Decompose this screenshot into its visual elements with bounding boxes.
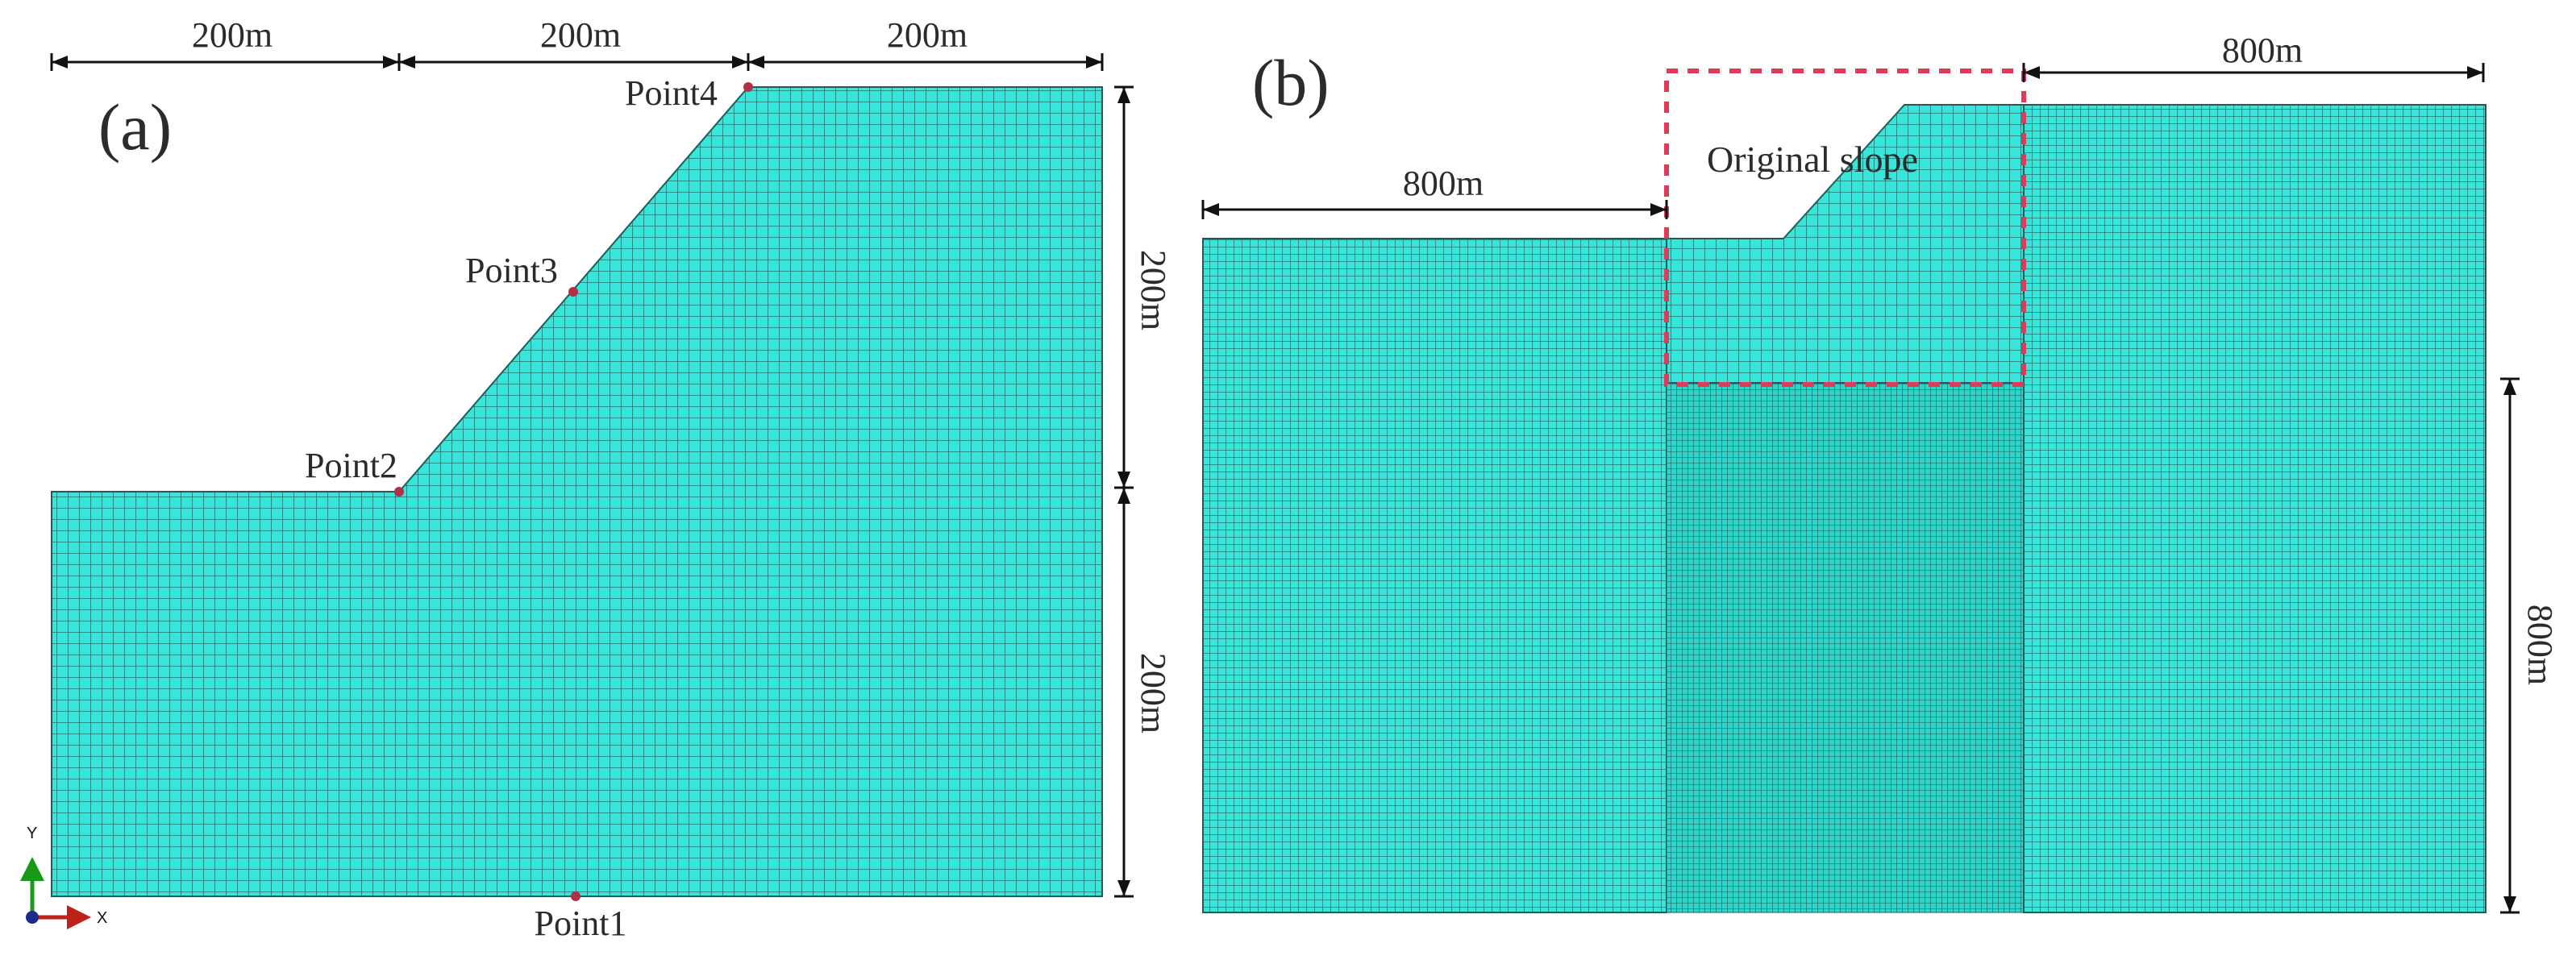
point-label-3: Point3	[465, 251, 558, 290]
slope-mesh-a	[51, 86, 1103, 897]
panel-a: (a) 200m 200m 200m 200m 200m	[20, 15, 1173, 943]
dimension-label-a-top-1: 200m	[192, 15, 273, 55]
extended-mesh-middle	[1666, 382, 2025, 913]
point-marker-2	[394, 487, 404, 497]
panel-b-label: (b)	[1252, 46, 1330, 119]
y-axis-label: Y	[27, 825, 37, 842]
original-slope-highlight-box	[1664, 69, 2026, 387]
x-axis-label: X	[97, 909, 107, 927]
dimension-label-a-top-2: 200m	[540, 15, 621, 55]
left-dimension-b: 800m	[1201, 164, 1668, 219]
dimension-label-a-right-upper: 200m	[1134, 250, 1173, 330]
top-right-dimension-b: 800m	[2022, 31, 2485, 82]
dimension-label-a-top-3: 200m	[887, 15, 968, 55]
point-marker-4	[743, 82, 753, 92]
origin-dot	[26, 911, 39, 924]
point-label-4: Point4	[625, 73, 718, 113]
point-label-1: Point1	[535, 904, 627, 943]
dimension-label-b-right: 800m	[2520, 605, 2560, 685]
right-dimension-a: 200m 200m	[1114, 85, 1173, 898]
top-dimension-a: 200m 200m 200m	[50, 15, 1104, 71]
right-dimension-b: 800m	[2500, 377, 2560, 914]
axis-triad: Y X	[20, 825, 107, 929]
original-slope-label: Original slope	[1707, 139, 1918, 180]
dimension-label-b-left: 800m	[1403, 164, 1484, 203]
dimension-label-b-top-right: 800m	[2222, 31, 2303, 70]
panel-b: (b) Original slope 800m 800m 800m	[1201, 31, 2560, 914]
point-marker-1	[571, 891, 581, 901]
extended-mesh-right	[2023, 104, 2487, 913]
panel-a-label: (a)	[98, 90, 172, 164]
extended-mesh-left	[1202, 238, 1667, 913]
point-marker-3	[568, 287, 578, 297]
point-label-2: Point2	[305, 446, 397, 485]
monitoring-points-a: Point1 Point2 Point3 Point4	[305, 73, 753, 943]
dimension-label-a-right-lower: 200m	[1134, 653, 1173, 734]
